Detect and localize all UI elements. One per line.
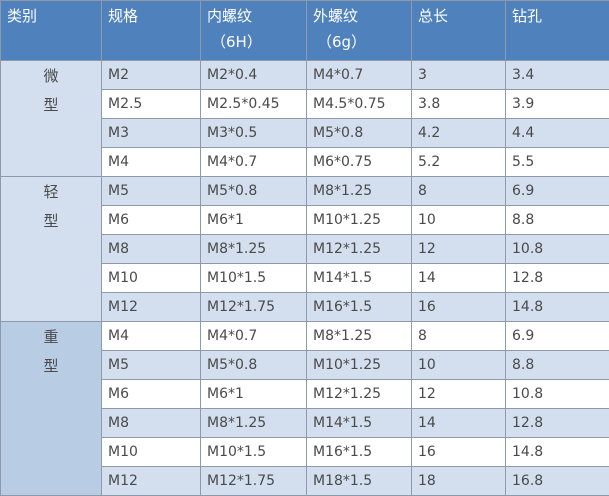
spec-cell: M8 [102,409,201,438]
header-drill-hole: 钻孔 [506,1,609,61]
spec-cell: M12 [102,293,201,322]
internal-thread-cell: M5*0.8 [201,351,307,380]
spec-cell: M6 [102,380,201,409]
spec-cell: M10 [102,264,201,293]
internal-thread-cell: M6*1 [201,206,307,235]
external-thread-cell: M12*1.25 [307,380,412,409]
internal-thread-cell: M4*0.7 [201,322,307,351]
drill-hole-cell: 8.8 [506,206,609,235]
total-length-cell: 10 [412,206,506,235]
category-cell: 重型 [1,322,102,496]
external-thread-cell: M8*1.25 [307,322,412,351]
external-thread-cell: M16*1.5 [307,438,412,467]
category-label: 重型 [44,322,59,381]
external-thread-cell: M10*1.25 [307,351,412,380]
drill-hole-cell: 12.8 [506,264,609,293]
spec-cell: M5 [102,351,201,380]
external-thread-cell: M12*1.25 [307,235,412,264]
category-label: 轻型 [44,177,59,236]
spec-cell: M12 [102,467,201,496]
external-thread-cell: M8*1.25 [307,177,412,206]
internal-thread-cell: M12*1.75 [201,293,307,322]
spec-cell: M2.5 [102,90,201,119]
drill-hole-cell: 6.9 [506,322,609,351]
drill-hole-cell: 5.5 [506,148,609,177]
header-internal-thread-label: 内螺纹 [207,7,252,25]
internal-thread-cell: M10*1.5 [201,438,307,467]
external-thread-cell: M14*1.5 [307,409,412,438]
total-length-cell: 3 [412,61,506,90]
total-length-cell: 16 [412,293,506,322]
spec-cell: M4 [102,148,201,177]
external-thread-cell: M10*1.25 [307,206,412,235]
internal-thread-cell: M3*0.5 [201,119,307,148]
drill-hole-cell: 12.8 [506,409,609,438]
category-cell: 轻型 [1,177,102,322]
drill-hole-cell: 16.8 [506,467,609,496]
spec-cell: M2 [102,61,201,90]
drill-hole-cell: 10.8 [506,380,609,409]
external-thread-cell: M4.5*0.75 [307,90,412,119]
drill-hole-cell: 3.9 [506,90,609,119]
total-length-cell: 4.2 [412,119,506,148]
header-internal-thread-grade: （6H） [207,29,306,55]
internal-thread-cell: M8*1.25 [201,409,307,438]
drill-hole-cell: 14.8 [506,293,609,322]
drill-hole-cell: 8.8 [506,351,609,380]
spec-cell: M4 [102,322,201,351]
drill-hole-cell: 3.4 [506,61,609,90]
spec-cell: M8 [102,235,201,264]
internal-thread-cell: M2.5*0.45 [201,90,307,119]
internal-thread-cell: M2*0.4 [201,61,307,90]
category-label: 微型 [44,61,59,120]
drill-hole-cell: 14.8 [506,438,609,467]
header-external-thread-grade: （6g） [313,29,411,55]
external-thread-cell: M16*1.5 [307,293,412,322]
drill-hole-cell: 6.9 [506,177,609,206]
total-length-cell: 8 [412,322,506,351]
header-internal-thread: 内螺纹 （6H） [201,1,307,61]
drill-hole-cell: 10.8 [506,235,609,264]
external-thread-cell: M14*1.5 [307,264,412,293]
header-total-length: 总长 [412,1,506,61]
spec-cell: M6 [102,206,201,235]
total-length-cell: 18 [412,467,506,496]
total-length-cell: 16 [412,438,506,467]
header-external-thread: 外螺纹 （6g） [307,1,412,61]
internal-thread-cell: M6*1 [201,380,307,409]
total-length-cell: 10 [412,351,506,380]
total-length-cell: 12 [412,380,506,409]
internal-thread-cell: M5*0.8 [201,177,307,206]
internal-thread-cell: M10*1.5 [201,264,307,293]
internal-thread-cell: M8*1.25 [201,235,307,264]
external-thread-cell: M4*0.7 [307,61,412,90]
total-length-cell: 3.8 [412,90,506,119]
header-category: 类别 [1,1,102,61]
total-length-cell: 12 [412,235,506,264]
total-length-cell: 14 [412,409,506,438]
external-thread-cell: M6*0.75 [307,148,412,177]
header-row: 类别 规格 内螺纹 （6H） 外螺纹 （6g） 总长 钻孔 [1,1,609,61]
spec-cell: M3 [102,119,201,148]
spec-cell: M5 [102,177,201,206]
internal-thread-cell: M4*0.7 [201,148,307,177]
external-thread-cell: M5*0.8 [307,119,412,148]
spec-cell: M10 [102,438,201,467]
internal-thread-cell: M12*1.75 [201,467,307,496]
total-length-cell: 8 [412,177,506,206]
total-length-cell: 14 [412,264,506,293]
total-length-cell: 5.2 [412,148,506,177]
header-spec: 规格 [102,1,201,61]
drill-hole-cell: 4.4 [506,119,609,148]
category-cell: 微型 [1,61,102,177]
external-thread-cell: M18*1.5 [307,467,412,496]
header-external-thread-label: 外螺纹 [313,7,358,25]
